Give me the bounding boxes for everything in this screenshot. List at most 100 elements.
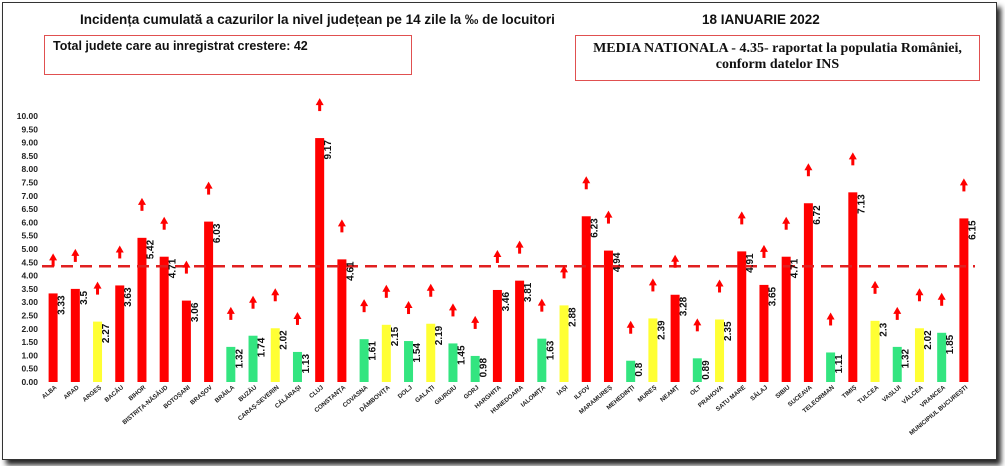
x-axis-label: GORJ (463, 384, 481, 401)
bar-value-label: 9.17 (323, 140, 334, 160)
y-axis: 0.00 0.50 1.00 1.50 2.00 2.50 3.00 3.50 4.00 4.50… (17, 111, 39, 387)
trend-up-arrow-icon (959, 178, 968, 192)
bar-value-label: 4.71 (168, 258, 179, 278)
bar-value-label: 2.88 (568, 307, 579, 327)
trend-up-arrow-icon (360, 299, 369, 313)
bar-value-label: 2.15 (390, 326, 401, 346)
x-axis-label: DOLJ (397, 384, 415, 400)
trend-up-arrow-icon (115, 245, 124, 259)
x-axis-label: ALBA (41, 384, 59, 401)
bar-value-label: 4.94 (612, 252, 623, 272)
bar (759, 284, 769, 382)
chart-date: 18 IANUARIE 2022 (702, 12, 820, 27)
trend-up-arrow-icon (93, 281, 102, 295)
bar (248, 335, 258, 382)
bar-value-label: 1.32 (901, 348, 912, 368)
x-axis-label: BACĂU (103, 384, 125, 404)
bar-value-label: 2.35 (723, 321, 734, 341)
bar (137, 237, 147, 382)
bar-value-label: 0.98 (479, 357, 490, 377)
y-tick-label: 9.00 (21, 138, 38, 148)
trend-up-arrow-icon (848, 152, 857, 166)
bar (848, 192, 858, 382)
bar (337, 259, 347, 382)
bar-value-label: 2.39 (656, 320, 667, 340)
bar (959, 218, 969, 382)
bar (537, 338, 547, 382)
bar (892, 346, 902, 382)
bar-value-label: 7.13 (856, 194, 867, 214)
bar (492, 289, 502, 382)
y-tick-label: 7.50 (21, 178, 38, 188)
bar-value-label: 4.91 (745, 253, 756, 273)
trend-up-arrow-icon (915, 288, 924, 302)
y-tick-label: 0.00 (21, 377, 38, 387)
x-axis-label: TIMIȘ (841, 384, 858, 400)
trend-up-arrow-icon (382, 284, 391, 298)
trend-up-arrow-icon (826, 312, 835, 326)
total-increase-box: Total judete care au inregistrat crester… (44, 35, 412, 75)
bar-value-label: 6.03 (212, 223, 223, 243)
bar-value-label: 0.8 (634, 362, 645, 376)
bar-value-label: 6.15 (967, 220, 978, 240)
bar-value-label: 3.63 (123, 287, 134, 307)
chart-frame (2, 2, 997, 460)
x-axis-label: CLUJ (308, 384, 325, 400)
trend-up-arrow-icon (782, 216, 791, 230)
bar (181, 300, 191, 382)
trend-up-arrow-icon (693, 318, 702, 332)
national-average-box: MEDIA NATIONALA - 4.35- raportat la popu… (575, 35, 980, 81)
trend-up-arrow-icon (515, 240, 524, 254)
trend-up-arrow-icon (804, 163, 813, 177)
bar (559, 305, 569, 382)
x-axis-label: ARGEȘ (81, 384, 102, 404)
bar (581, 216, 591, 382)
bar-value-label: 4.61 (345, 261, 356, 281)
x-axis-label: TULCEA (857, 384, 881, 406)
y-tick-label: 3.50 (21, 284, 38, 294)
x-axis-label: SĂLAJ (749, 384, 769, 403)
x-axis-label: OLT (689, 384, 703, 397)
trend-up-arrow-icon (293, 311, 302, 325)
y-tick-label: 0.50 (21, 364, 38, 374)
bar-value-label: 3.06 (190, 302, 201, 322)
y-tick-label: 4.50 (21, 257, 38, 267)
trend-up-arrow-icon (715, 279, 724, 293)
bar-value-label: 6.72 (812, 205, 823, 225)
trend-up-arrow-icon (426, 283, 435, 297)
trend-up-arrow-icon (871, 280, 880, 294)
bar-value-label: 2.3 (879, 322, 890, 336)
trend-up-arrow-icon (759, 244, 768, 258)
trend-up-arrow-icon (604, 210, 613, 224)
bar (426, 323, 436, 382)
chart-title: Incidența cumulată a cazurilor la nivel … (80, 12, 555, 27)
bars-group (48, 138, 969, 382)
y-tick-label: 3.00 (21, 297, 38, 307)
bar (914, 328, 924, 382)
bar (626, 360, 636, 382)
bar (715, 319, 725, 382)
bar (292, 351, 302, 382)
y-tick-label: 5.00 (21, 244, 38, 254)
trend-up-arrow-icon (471, 315, 480, 329)
bar-value-label: 2.02 (279, 330, 290, 350)
trend-up-arrow-icon (448, 303, 457, 317)
bar-value-label: 1.32 (234, 348, 245, 368)
x-axis-label: IALOMIȚA (520, 384, 548, 409)
bar (470, 355, 480, 382)
bar-value-label: 3.33 (57, 295, 68, 315)
trend-up-arrow-icon (315, 98, 324, 112)
x-labels-group: ALBA ARAD ARGEȘ BACĂU BIHORBISTRIȚA-NĂSĂUDBO… (41, 384, 970, 437)
bar-value-label: 1.45 (456, 345, 467, 365)
bar-value-label: 3.5 (79, 290, 90, 304)
bar-value-label: 1.13 (301, 354, 312, 374)
bar (204, 221, 214, 382)
y-tick-label: 6.50 (21, 204, 38, 214)
trend-up-arrow-icon (560, 265, 569, 279)
trend-up-arrow-icon (737, 211, 746, 225)
bar-value-label: 1.63 (545, 340, 556, 360)
bar-value-label: 4.71 (790, 258, 801, 278)
bar (937, 332, 947, 382)
x-axis-label: SIBIU (774, 384, 792, 400)
